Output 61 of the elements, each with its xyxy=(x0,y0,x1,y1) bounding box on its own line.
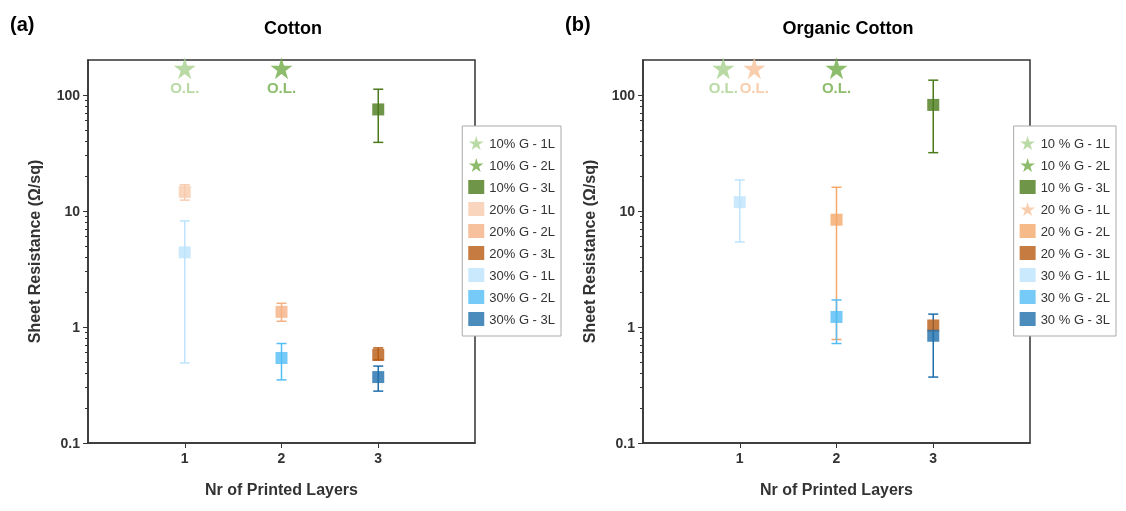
x-tick-label: 1 xyxy=(180,450,189,466)
legend-label: 20% G - 2L xyxy=(489,223,556,239)
legend-label: 20% G - 3L xyxy=(489,245,556,261)
point xyxy=(927,98,940,111)
point xyxy=(270,57,293,80)
legend-label: 10% G - 3L xyxy=(489,179,556,195)
y-tick-label: 1 xyxy=(72,318,81,335)
point xyxy=(830,310,843,323)
y-tick-label: 100 xyxy=(56,86,81,103)
legend-label: 30% G - 3L xyxy=(489,311,556,327)
point xyxy=(712,57,735,80)
point xyxy=(743,57,766,80)
y-tick-label: 100 xyxy=(611,86,636,103)
legend-label: 30% G - 2L xyxy=(489,289,556,305)
x-tick-label: 1 xyxy=(735,450,744,466)
x-axis-title: Nr of Printed Layers xyxy=(205,480,359,498)
annotation: O.L. xyxy=(708,79,738,97)
point xyxy=(372,103,385,116)
chart-title: Organic Cotton xyxy=(782,18,914,38)
legend-label: 10 % G - 1L xyxy=(1040,135,1111,151)
x-axis-title: Nr of Printed Layers xyxy=(760,480,914,498)
x-tick-label: 2 xyxy=(277,450,286,466)
legend-label: 10% G - 1L xyxy=(489,135,556,151)
legend-label: 20 % G - 2L xyxy=(1040,223,1111,239)
legend-label: 10 % G - 3L xyxy=(1040,179,1111,195)
chart-title: Cotton xyxy=(264,18,322,38)
point xyxy=(733,196,746,209)
point xyxy=(830,213,843,226)
legend-label: 30% G - 1L xyxy=(489,267,556,283)
point xyxy=(372,371,385,384)
legend-label: 20% G - 1L xyxy=(489,201,556,217)
point xyxy=(275,352,288,365)
point xyxy=(275,305,288,318)
legend-label: 10 % G - 2L xyxy=(1040,157,1111,173)
y-tick-label: 1 xyxy=(627,318,636,335)
annotation: O.L. xyxy=(170,79,200,97)
annotation: O.L. xyxy=(266,79,297,97)
annotation: O.L. xyxy=(739,79,769,97)
legend-label: 30 % G - 2L xyxy=(1040,289,1111,305)
legend-label: 30 % G - 3L xyxy=(1040,311,1111,327)
y-tick-label: 0.1 xyxy=(60,435,81,451)
point xyxy=(173,57,196,80)
y-axis-title: Sheet Resistance (Ω/sq) xyxy=(580,159,598,344)
text: (a) xyxy=(10,13,35,35)
x-tick-label: 2 xyxy=(832,450,841,466)
point xyxy=(927,329,940,342)
x-tick-label: 3 xyxy=(374,450,383,466)
legend-label: 20 % G - 3L xyxy=(1040,245,1111,261)
legend-label: 20 % G - 1L xyxy=(1040,201,1111,217)
legend-label: 30 % G - 1L xyxy=(1040,267,1111,283)
text: (b) xyxy=(565,13,591,35)
point xyxy=(178,246,191,259)
point xyxy=(825,57,848,80)
point xyxy=(927,319,940,332)
y-axis-title: Sheet Resistance (Ω/sq) xyxy=(25,159,43,344)
y-tick-label: 10 xyxy=(64,202,81,219)
legend-label: 10% G - 2L xyxy=(489,157,556,173)
y-tick-label: 10 xyxy=(619,202,636,219)
annotation: O.L. xyxy=(821,79,852,97)
x-tick-label: 3 xyxy=(929,450,938,466)
y-tick-label: 0.1 xyxy=(615,435,636,451)
